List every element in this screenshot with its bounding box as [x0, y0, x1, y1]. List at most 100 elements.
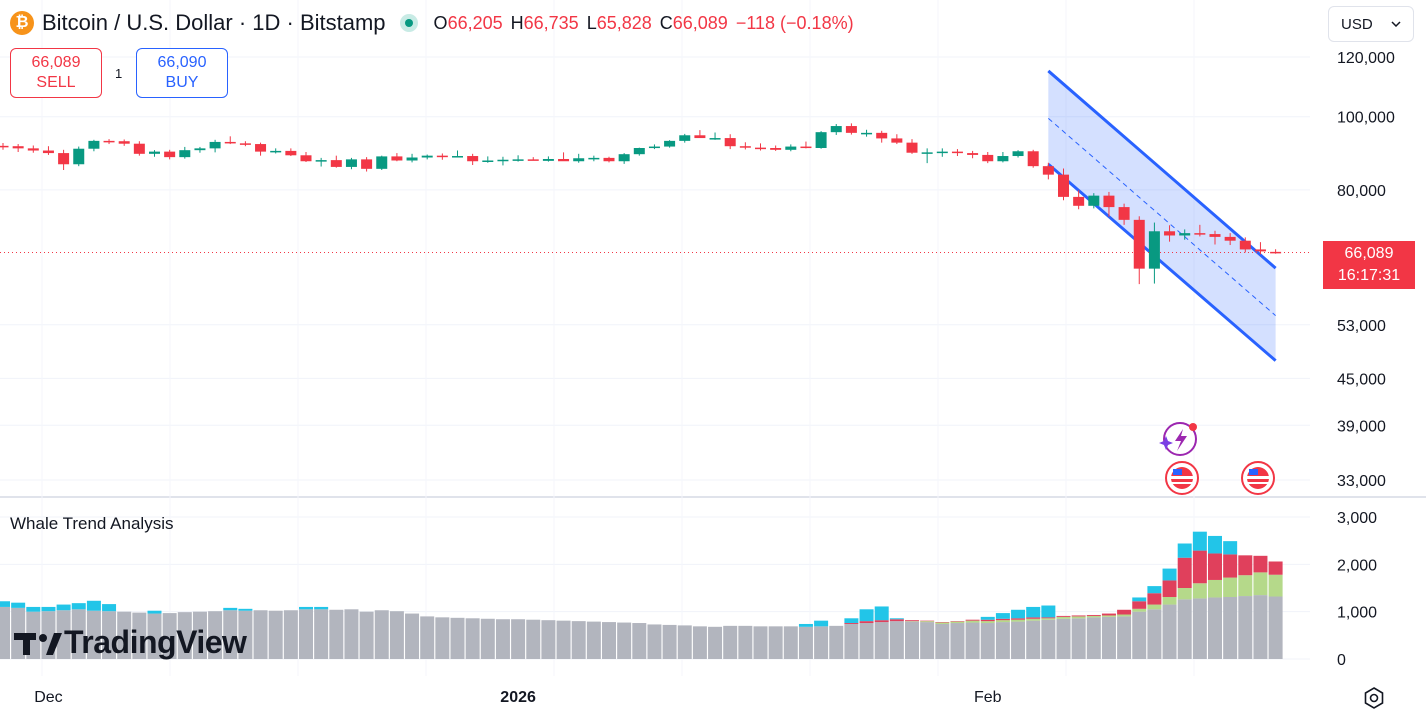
whale-bar-segment [1132, 597, 1147, 602]
whale-bar-segment [541, 620, 556, 659]
price-tick-label: 33,000 [1337, 473, 1386, 490]
whale-bar-segment [768, 626, 783, 659]
candle [755, 143, 766, 151]
candle [618, 153, 630, 164]
whale-bar-segment [889, 619, 904, 622]
whale-bar-segment [783, 626, 798, 659]
candle [542, 156, 554, 162]
whale-bar-segment [1192, 550, 1207, 584]
whale-bar-segment [238, 608, 253, 611]
price-axis[interactable]: 120,000 100,000 80,000 53,000 45,000 39,000 33… [1337, 50, 1395, 669]
us-flag-event-icon[interactable] [1241, 461, 1275, 495]
candle-body [88, 140, 100, 149]
buy-button[interactable]: 66,090 BUY [136, 48, 228, 98]
ohlc-open: O66,205 [433, 12, 503, 33]
candle [345, 157, 357, 170]
candle [527, 157, 539, 161]
candle [179, 146, 191, 159]
candle [224, 136, 236, 145]
candle [1209, 230, 1221, 245]
candle [209, 139, 221, 153]
candle [664, 140, 676, 148]
whale-bar-segment [1101, 613, 1116, 616]
candle [239, 141, 251, 147]
whale-bar-segment [1177, 599, 1192, 659]
whale-tick-label: 3,000 [1337, 510, 1377, 527]
time-tick-label: Feb [974, 689, 1002, 706]
whale-bar-segment [147, 613, 162, 659]
candle [270, 148, 282, 154]
candle [588, 155, 600, 162]
whale-bar-segment [1268, 561, 1283, 575]
ohlc-low: L65,828 [586, 12, 652, 33]
whale-bar-segment [1056, 616, 1071, 619]
whale-bar-segment [798, 623, 813, 627]
candle-body [12, 146, 24, 149]
regression-channel[interactable] [0, 69, 1310, 495]
chart-settings-icon[interactable] [1362, 686, 1386, 710]
indicator-title[interactable]: Whale Trend Analysis [10, 514, 174, 533]
candle-body [239, 143, 251, 145]
candle [936, 148, 948, 157]
whale-bar-segment [1101, 616, 1116, 659]
candle [1179, 229, 1191, 240]
candle [1164, 225, 1176, 242]
whale-bar-segment [1177, 557, 1192, 588]
whale-bar-segment [177, 612, 192, 659]
whale-bar-segment [632, 623, 647, 659]
candle [421, 154, 433, 160]
channel-lower-line[interactable] [1047, 163, 1277, 362]
us-flag-event-icon[interactable] [1165, 461, 1199, 495]
candle [0, 142, 9, 150]
candle-body [103, 140, 115, 143]
candle-body [527, 159, 539, 161]
whale-bar-segment [647, 624, 662, 659]
candle [1027, 149, 1039, 168]
candle-body [1239, 240, 1251, 250]
ohlc-close: C66,089 [659, 12, 728, 33]
whale-bar-segment [1117, 609, 1132, 615]
candle-body [830, 126, 842, 133]
whale-bar-segment [1086, 617, 1101, 659]
whale-bar-segment [844, 623, 859, 659]
candle [648, 144, 660, 150]
sell-button[interactable]: 66,089 SELL [10, 48, 102, 98]
candle [1073, 190, 1085, 210]
whale-tick-label: 2,000 [1337, 557, 1377, 574]
candle-body [1012, 151, 1024, 157]
whale-bar-segment [1238, 596, 1253, 659]
candle [982, 151, 994, 164]
whale-tick-label: 1,000 [1337, 605, 1377, 622]
whale-bar-segment [192, 611, 207, 659]
candle-body [391, 156, 403, 161]
whale-bar-segment [1147, 609, 1162, 659]
whale-bar-segment [420, 616, 435, 659]
candle-body [951, 151, 963, 154]
whale-bar-segment [1208, 535, 1222, 554]
candle-body [679, 135, 691, 141]
whale-bar-segment [1041, 618, 1056, 620]
candle-body [0, 145, 9, 148]
candle [512, 155, 524, 162]
whale-bar-segment [889, 621, 904, 659]
candle [709, 132, 721, 140]
symbol-title[interactable]: Bitcoin / U.S. Dollar · 1D · Bitstamp [42, 10, 386, 35]
candle [1254, 242, 1266, 255]
time-axis[interactable]: Dec 2026 Feb [34, 689, 1001, 706]
price-tick-label: 120,000 [1337, 50, 1395, 67]
currency-select[interactable]: USD [1328, 6, 1414, 42]
whale-bar-segment [1071, 616, 1086, 619]
channel-mid-line[interactable] [1048, 118, 1276, 316]
candle [315, 157, 327, 167]
whale-bar-segment [283, 610, 298, 659]
sparkle-alert-icon[interactable] [1159, 422, 1197, 456]
candle-body [967, 153, 979, 155]
whale-bar-segment [874, 620, 889, 623]
candle [800, 141, 812, 149]
candle [861, 129, 873, 137]
whale-bar-segment [1192, 531, 1207, 551]
channel-upper-line[interactable] [1047, 69, 1277, 270]
whale-volume-bars [0, 531, 1283, 659]
buy-price: 66,090 [157, 54, 207, 71]
